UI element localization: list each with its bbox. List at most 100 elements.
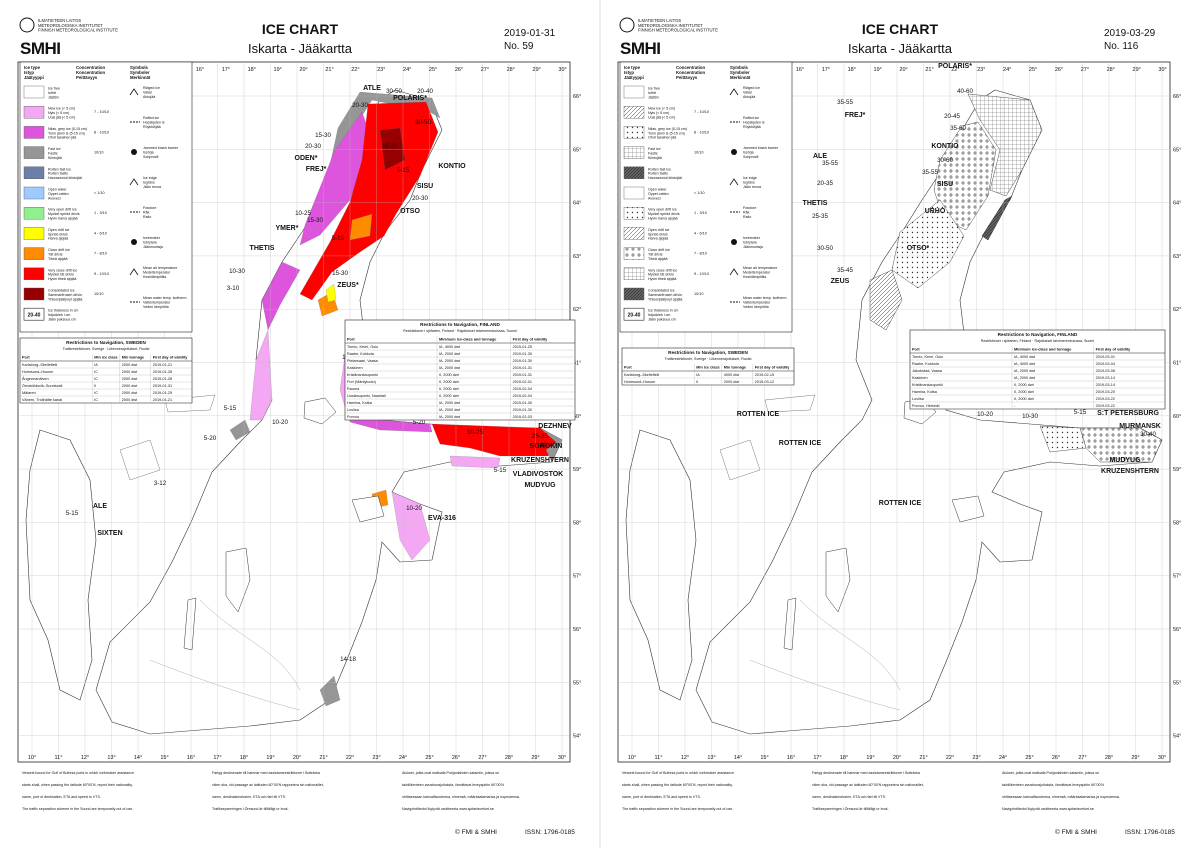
legend-col-head: Jäätyyppi	[624, 75, 644, 80]
legend-item-text: Fast ice	[648, 147, 661, 151]
longitude-label: 18°	[840, 755, 848, 761]
table-cell: 2019-03-22	[1096, 404, 1115, 408]
icebreaker-label: ROTTEN ICE	[737, 411, 780, 418]
table-box	[621, 347, 795, 386]
legend-symbol-text: Rafted ice	[143, 116, 159, 120]
ice-thickness-label: 10-20	[977, 411, 993, 418]
copyright: © FMI & SMHI	[1055, 828, 1097, 836]
table-cell: IA, 2000 dwt	[1014, 369, 1036, 373]
table-cell: II, 2000 dwt	[1014, 390, 1035, 394]
legend-symbol-text: Ridged ice	[743, 86, 760, 90]
table-header: Minimum ice-class and tonnage	[1014, 348, 1071, 352]
ice-thickness-label: 30-50	[415, 119, 431, 126]
legend-symbol-text: Isgräns	[743, 180, 755, 184]
legend-col-head: Symboler	[130, 70, 150, 75]
chart-date: 2019-01-31	[504, 28, 556, 39]
table-cell: 2019-01-30	[513, 352, 532, 356]
table-cell: Pori (Mäntyluoto)	[347, 380, 377, 384]
ice-area	[299, 111, 373, 246]
longitude-label: 23°	[972, 755, 980, 761]
icebreaker-label: MURMANSK	[1119, 423, 1161, 430]
table-subtitle: Restriktioner i sjöfarten, Finland · Raj…	[981, 339, 1095, 343]
table-cell: Karlsborg–Skellefteå	[624, 373, 660, 377]
legend-symbol-text: Isgräns	[143, 180, 155, 184]
legend-symbol	[131, 149, 137, 155]
chart-subtitle: Iskarta - Jääkartta	[248, 41, 353, 56]
legend-item-text: Mycket spridd drivis	[48, 212, 80, 216]
table-cell: II, 2000 dwt	[1014, 397, 1035, 401]
longitude-label: 21°	[325, 67, 333, 73]
table-cell: 2019-01-30	[513, 359, 532, 363]
legend-symbol-text: Vallar	[143, 90, 153, 94]
ice-area	[229, 419, 251, 441]
longitude-label: 27°	[1078, 755, 1086, 761]
table-cell: II, 2000 dwt	[439, 373, 460, 377]
ice-thickness-label: 3-10	[227, 285, 240, 292]
table-cell: 2019-01-30	[513, 401, 532, 405]
ice-thickness-label: 20-35	[817, 180, 833, 187]
table-header: Port	[912, 348, 920, 352]
legend-col-head: Istyp	[24, 70, 34, 75]
ice-thickness-label: 10-30	[229, 268, 245, 275]
longitude-label: 24°	[399, 755, 407, 761]
longitude-label: 26°	[1052, 755, 1060, 761]
island	[303, 397, 337, 425]
legend-item-text: Spridd drivis	[648, 232, 668, 236]
latitude-label: 64°	[573, 201, 581, 207]
table-header: Port	[347, 338, 355, 342]
icebreaker-label: OTSO*	[907, 245, 930, 252]
table-cell: Jakobstad, Vaasa	[912, 369, 943, 373]
legend-code: 8 - 10/10	[94, 130, 109, 134]
longitude-label: 30°	[1158, 755, 1166, 761]
ice-area	[329, 91, 441, 166]
ice-thickness-label: 20-30	[352, 102, 368, 109]
legend-item-text: Istjocklek i cm	[648, 313, 670, 317]
legend-item-text: Harva ajojää	[48, 237, 68, 241]
legend-symbol-text: Sohjovalli	[743, 155, 759, 159]
table-cell: 2019-02-04	[513, 394, 532, 398]
table-cell: IA	[94, 363, 98, 367]
table-cell: II, 2000 dwt	[439, 394, 460, 398]
org-name: ILMATIETEEN LAITOS	[38, 18, 81, 23]
legend-item-text: Jäätön	[648, 95, 659, 99]
footer-note: Trafiksepareringen i Öresund är tillfäll…	[212, 807, 289, 811]
ice-thickness-label: 30-60	[937, 157, 953, 164]
ice-thickness-label: 30-40	[540, 442, 556, 449]
legend-item-text: Open drift ice	[48, 228, 69, 232]
longitude-label: 29°	[1131, 755, 1139, 761]
legend-item-text: Isfritt	[48, 91, 56, 95]
ice-thickness-label: 5-15	[494, 467, 507, 474]
footer-note: name, port of destination, ETA and speed…	[22, 795, 101, 799]
longitude-label: 19°	[866, 755, 874, 761]
footer-note: namn, destinationshamn, ETA och fart til…	[812, 795, 886, 799]
icebreaker-label: SOROKIN	[530, 443, 563, 450]
icebreaker-label: ZEUS*	[337, 282, 359, 289]
table-cell: 2000 dwt	[122, 377, 138, 381]
legend-symbol-text: Railo	[743, 215, 751, 219]
ice-thickness-label: 15-30	[315, 132, 331, 139]
longitude-label: 18°	[240, 755, 248, 761]
legend-symbol-text: Ahtojää	[743, 95, 755, 99]
longitude-label: 16°	[796, 67, 804, 73]
legend-swatch	[23, 307, 45, 321]
longitude-label: 11°	[655, 755, 663, 761]
icebreaker-label: EVA-316	[428, 515, 456, 522]
ice-thickness-label: 30-40	[1140, 431, 1156, 438]
legend-item-text: Ice thickness in cm	[648, 309, 678, 313]
legend-item-text: Jään paksuus cm	[48, 318, 76, 322]
table-cell: IA, 4000 dwt	[1014, 355, 1036, 359]
legend-code: 7 - 8/10	[694, 252, 707, 256]
longitude-label: 20°	[299, 67, 307, 73]
table-cell: IA, 2000 dwt	[439, 359, 461, 363]
longitude-label: 13°	[707, 755, 715, 761]
longitude-label: 29°	[1133, 67, 1141, 73]
legend-symbol-text: Mean air temperature	[143, 266, 177, 270]
table-cell: 2019-02-04	[513, 387, 532, 391]
longitude-label: 16°	[196, 67, 204, 73]
chart-number: No. 116	[1104, 41, 1139, 52]
table-cell: Uusikaupunki, Naantali	[347, 394, 386, 398]
map	[618, 62, 1170, 762]
icebreaker-label: MUDYUG	[1109, 457, 1141, 464]
logo: SMHI	[620, 39, 661, 58]
icebreaker-label: THETIS	[803, 200, 828, 207]
